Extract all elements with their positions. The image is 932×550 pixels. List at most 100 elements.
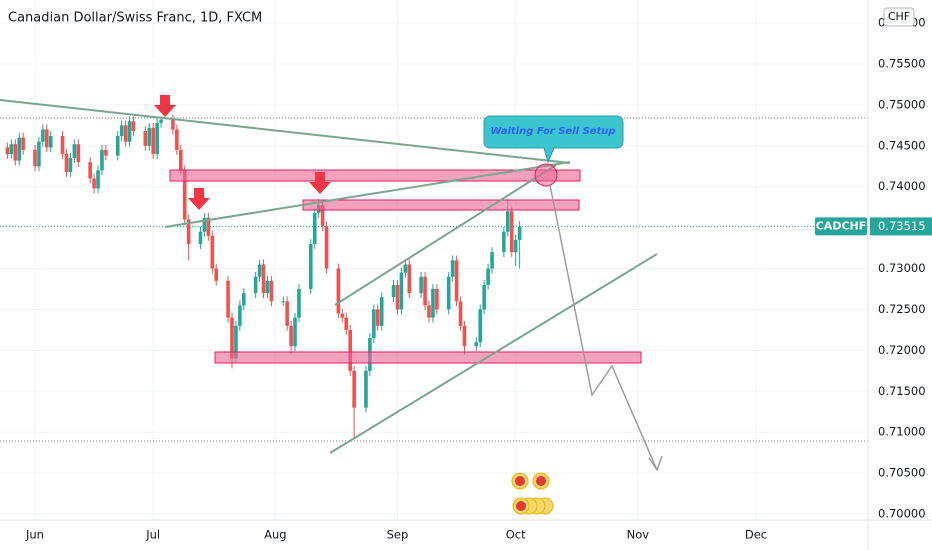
candle-body <box>435 289 439 310</box>
candle-body <box>253 276 258 294</box>
candle-body <box>159 119 163 123</box>
candle-body <box>119 125 124 136</box>
candle-body <box>352 370 356 408</box>
candle-body <box>13 144 18 161</box>
candle-body <box>375 309 380 326</box>
y-tick-label: 0.75500 <box>878 56 926 70</box>
chart-title: Canadian Dollar/Swiss Franc, 1D, FXCM <box>8 11 262 26</box>
drawings <box>0 95 663 472</box>
last-price-badge <box>870 217 932 236</box>
candle-body <box>281 301 286 303</box>
candle-body <box>379 297 384 326</box>
y-tick-label: 0.71000 <box>878 425 926 439</box>
channel-line <box>334 164 557 306</box>
event-icon <box>516 501 526 511</box>
candle-body <box>178 149 183 171</box>
candle-body <box>395 284 400 310</box>
target-circle <box>534 163 558 187</box>
candle-body <box>490 252 494 269</box>
candle-body <box>289 325 293 347</box>
candle-body <box>505 211 510 232</box>
candle-body <box>509 211 514 253</box>
y-tick-label: 0.71500 <box>878 384 926 398</box>
candle-body <box>127 121 132 142</box>
candle-body <box>513 239 518 253</box>
candle-body <box>234 325 238 359</box>
candle-body <box>517 226 522 240</box>
candle-body <box>265 280 270 294</box>
candle-body <box>41 129 45 142</box>
candle-body <box>364 370 368 408</box>
projection-path <box>549 184 658 471</box>
candle-body <box>17 137 22 161</box>
candle-body <box>21 137 25 150</box>
candle-body <box>419 276 423 294</box>
sell-arrow <box>188 188 210 210</box>
candle-body <box>458 301 463 326</box>
candle-body <box>88 162 92 179</box>
candle-body <box>123 125 128 142</box>
candle-body <box>482 284 486 310</box>
candle-body <box>64 153 69 172</box>
candle-body <box>214 268 219 281</box>
projection-arrowhead <box>648 455 663 472</box>
candle-body <box>486 268 490 285</box>
candle-body <box>324 226 329 269</box>
candle-body <box>403 264 408 273</box>
candle-body <box>131 121 136 132</box>
x-tick-label: Oct <box>506 528 526 542</box>
candle-body <box>92 178 96 189</box>
x-tick-label: Sep <box>387 528 409 542</box>
last-price-label: 0.73515 <box>878 219 926 233</box>
candle-body <box>261 264 266 294</box>
candle-body <box>210 235 215 269</box>
candle-body <box>242 293 246 306</box>
candle-body <box>391 284 396 298</box>
candle-body <box>423 276 427 306</box>
y-tick-label: 0.72000 <box>878 343 926 357</box>
symbol-label: CADCHF <box>816 219 867 232</box>
currency-label: CHF <box>888 10 910 23</box>
candle-body <box>372 309 376 339</box>
candle-body <box>198 231 203 245</box>
candle-body <box>230 317 234 359</box>
resistance-zone <box>302 199 580 211</box>
candle-body <box>257 264 262 277</box>
candle-body <box>115 135 120 156</box>
x-tick-label: Dec <box>745 528 767 542</box>
candle-body <box>206 217 211 236</box>
candle-body <box>143 131 148 146</box>
x-tick-label: Aug <box>264 528 286 542</box>
candle-body <box>344 317 349 330</box>
candle-body <box>226 280 230 318</box>
trend-line <box>0 99 571 164</box>
candle-body <box>320 204 325 227</box>
event-icon <box>536 476 546 486</box>
candle-body <box>104 149 108 156</box>
y-tick-label: 0.75000 <box>878 97 926 111</box>
candle-body <box>293 317 297 347</box>
candle-body <box>96 170 100 189</box>
candle-body <box>33 149 37 167</box>
candle-body <box>308 244 313 290</box>
candle-body <box>68 158 73 172</box>
candle-body <box>340 313 345 318</box>
axes: 0.70000 0.70500 0.71000 0.71500 0.72000 0.725… <box>25 16 932 542</box>
candle-body <box>450 260 455 277</box>
candle-body <box>151 127 155 154</box>
candle-body <box>462 325 467 347</box>
candle-body <box>454 260 459 302</box>
candle-body <box>502 231 506 253</box>
candle-body <box>336 268 341 314</box>
y-tick-label: 0.72500 <box>878 302 926 316</box>
callout-text: Waiting For Sell Setup <box>490 126 615 137</box>
candle-body <box>474 342 479 347</box>
symbol-badge <box>815 217 867 236</box>
candle-body <box>37 141 41 167</box>
resistance-zone <box>169 169 581 182</box>
candle-body <box>285 301 289 326</box>
y-tick-label: 0.73000 <box>878 261 926 275</box>
candle-body <box>427 305 431 318</box>
